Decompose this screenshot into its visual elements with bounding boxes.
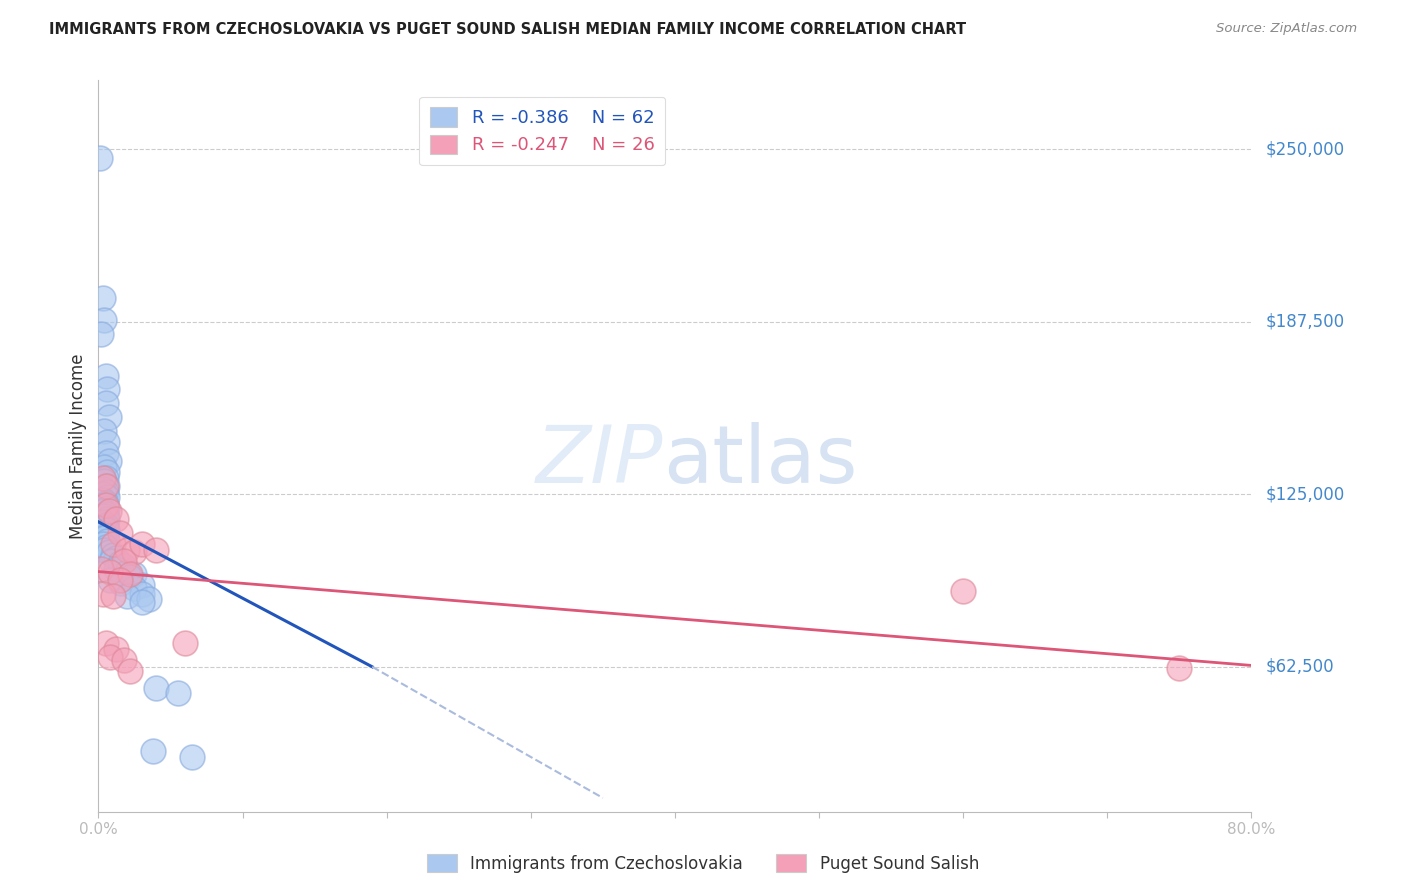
Point <box>112 553 135 567</box>
Point <box>93 520 115 534</box>
Point <box>104 550 127 565</box>
Point <box>91 537 114 551</box>
Point <box>108 557 131 571</box>
Text: IMMIGRANTS FROM CZECHOSLOVAKIA VS PUGET SOUND SALISH MEDIAN FAMILY INCOME CORREL: IMMIGRANTS FROM CZECHOSLOVAKIA VS PUGET … <box>49 22 966 37</box>
Point <box>96 501 118 516</box>
Point <box>94 636 117 650</box>
Point <box>94 517 117 532</box>
Text: $250,000: $250,000 <box>1265 140 1344 158</box>
Point <box>94 529 117 543</box>
Point <box>100 553 122 567</box>
Point <box>98 565 121 579</box>
Text: atlas: atlas <box>664 422 858 500</box>
Text: $187,500: $187,500 <box>1265 313 1344 331</box>
Point <box>94 479 117 493</box>
Point <box>93 509 115 524</box>
Point <box>120 570 142 584</box>
Point <box>97 410 120 425</box>
Point <box>952 583 974 598</box>
Point <box>124 581 146 595</box>
Point <box>93 459 115 474</box>
Point <box>96 383 118 397</box>
Point <box>90 327 112 342</box>
Point <box>131 587 153 601</box>
Point <box>94 471 117 485</box>
Text: $125,000: $125,000 <box>1265 485 1344 503</box>
Point <box>96 490 118 504</box>
Point <box>96 523 118 537</box>
Point <box>1168 661 1191 675</box>
Point <box>93 474 115 488</box>
Point <box>112 559 135 574</box>
Point <box>117 565 139 579</box>
Point <box>97 454 120 468</box>
Point <box>93 313 115 327</box>
Point <box>94 540 117 554</box>
Point <box>98 650 121 665</box>
Point <box>93 424 115 438</box>
Point <box>117 590 139 604</box>
Point <box>91 504 114 518</box>
Point <box>131 578 153 592</box>
Point <box>138 592 160 607</box>
Point <box>145 542 167 557</box>
Point <box>166 686 188 700</box>
Point <box>101 537 124 551</box>
Point <box>94 484 117 499</box>
Point <box>91 492 114 507</box>
Point <box>96 479 118 493</box>
Y-axis label: Median Family Income: Median Family Income <box>69 353 87 539</box>
Point <box>131 537 153 551</box>
Point <box>145 681 167 695</box>
Point <box>98 573 121 587</box>
Point <box>97 545 120 559</box>
Point <box>124 545 146 559</box>
Point <box>94 495 117 509</box>
Point <box>94 507 117 521</box>
Point <box>112 653 135 667</box>
Point <box>120 664 142 678</box>
Point <box>142 744 165 758</box>
Point <box>94 396 117 410</box>
Point <box>108 525 131 540</box>
Point <box>104 562 127 576</box>
Point <box>91 587 114 601</box>
Point <box>93 532 115 546</box>
Point <box>101 548 124 562</box>
Point <box>94 499 117 513</box>
Point <box>96 512 118 526</box>
Point <box>93 542 115 557</box>
Point <box>124 567 146 582</box>
Point <box>97 504 120 518</box>
Point <box>131 595 153 609</box>
Point <box>89 151 111 165</box>
Point <box>91 291 114 305</box>
Point <box>91 482 114 496</box>
Point <box>91 525 114 540</box>
Point <box>90 562 112 576</box>
Point <box>96 534 118 549</box>
Point <box>108 573 131 587</box>
Point <box>91 515 114 529</box>
Point <box>96 434 118 449</box>
Text: Source: ZipAtlas.com: Source: ZipAtlas.com <box>1216 22 1357 36</box>
Text: ZIP: ZIP <box>536 422 664 500</box>
Point <box>120 567 142 582</box>
Legend: Immigrants from Czechoslovakia, Puget Sound Salish: Immigrants from Czechoslovakia, Puget So… <box>420 847 986 880</box>
Point <box>93 499 115 513</box>
Point <box>93 487 115 501</box>
Point <box>174 636 197 650</box>
Point <box>104 512 127 526</box>
Point <box>110 575 132 590</box>
Point <box>94 368 117 383</box>
Point <box>101 590 124 604</box>
Point <box>91 471 114 485</box>
Point <box>94 446 117 460</box>
Text: $62,500: $62,500 <box>1265 657 1334 676</box>
Point <box>181 749 204 764</box>
Point <box>96 465 118 479</box>
Legend: R = -0.386    N = 62, R = -0.247    N = 26: R = -0.386 N = 62, R = -0.247 N = 26 <box>419 96 665 165</box>
Point <box>117 542 139 557</box>
Point <box>104 641 127 656</box>
